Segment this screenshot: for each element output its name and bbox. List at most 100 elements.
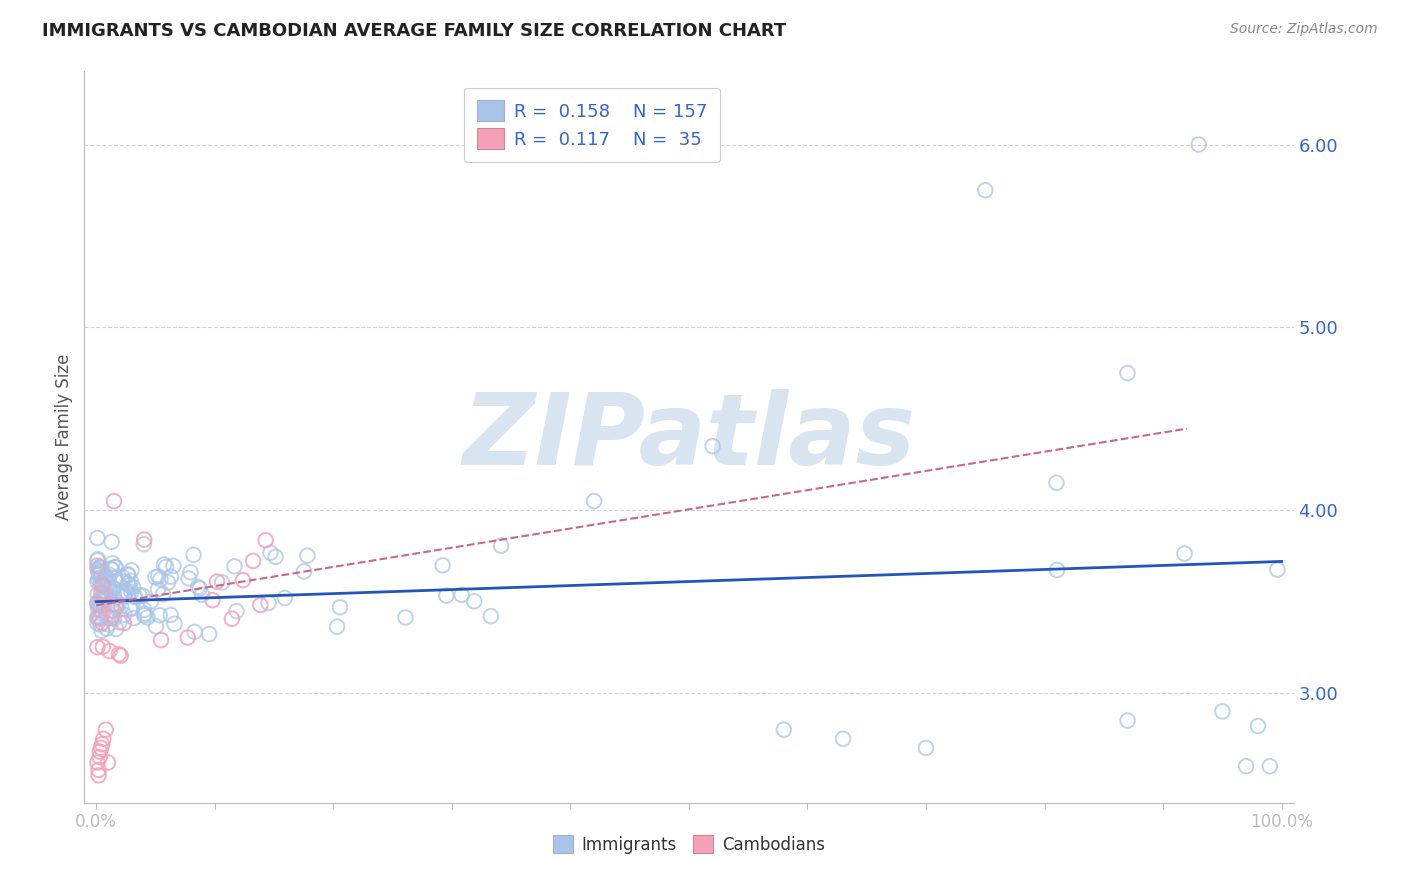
Point bbox=[132, 537, 155, 551]
Point bbox=[87, 572, 110, 586]
Point bbox=[1234, 759, 1257, 773]
Point bbox=[103, 591, 125, 606]
Point bbox=[974, 183, 997, 197]
Point bbox=[121, 601, 143, 615]
Point bbox=[915, 740, 938, 755]
Point bbox=[122, 611, 145, 625]
Point bbox=[87, 608, 110, 623]
Point bbox=[89, 593, 111, 607]
Point bbox=[1258, 759, 1281, 773]
Point bbox=[91, 591, 114, 606]
Point bbox=[329, 600, 352, 615]
Point bbox=[146, 582, 169, 597]
Point bbox=[86, 756, 108, 770]
Point bbox=[86, 610, 108, 624]
Point bbox=[90, 561, 112, 575]
Point bbox=[1211, 705, 1233, 719]
Point bbox=[221, 612, 243, 626]
Point bbox=[89, 750, 111, 764]
Point bbox=[89, 567, 111, 582]
Point bbox=[98, 567, 121, 582]
Point bbox=[101, 598, 124, 612]
Point bbox=[162, 558, 184, 573]
Point bbox=[96, 622, 118, 636]
Y-axis label: Average Family Size: Average Family Size bbox=[55, 354, 73, 520]
Point bbox=[112, 607, 135, 622]
Point bbox=[112, 588, 135, 602]
Point bbox=[160, 570, 183, 584]
Point bbox=[111, 586, 134, 600]
Point bbox=[159, 607, 181, 622]
Point bbox=[118, 602, 141, 616]
Point bbox=[117, 568, 139, 582]
Point bbox=[104, 601, 127, 615]
Point bbox=[86, 597, 108, 611]
Point bbox=[91, 590, 114, 604]
Point bbox=[86, 562, 108, 576]
Point bbox=[93, 579, 115, 593]
Point bbox=[583, 494, 606, 508]
Point bbox=[110, 648, 132, 663]
Point bbox=[90, 586, 112, 600]
Point bbox=[150, 633, 173, 648]
Point bbox=[145, 619, 167, 633]
Point bbox=[274, 591, 297, 605]
Point bbox=[394, 610, 416, 624]
Point bbox=[120, 585, 142, 599]
Point bbox=[1046, 563, 1069, 577]
Point bbox=[134, 608, 156, 623]
Point bbox=[96, 607, 118, 622]
Point bbox=[198, 627, 221, 641]
Point bbox=[90, 617, 112, 632]
Point bbox=[188, 582, 211, 596]
Point bbox=[93, 588, 115, 602]
Point bbox=[87, 567, 110, 582]
Point bbox=[93, 586, 115, 600]
Point bbox=[89, 611, 111, 625]
Point bbox=[264, 549, 287, 564]
Point bbox=[103, 494, 125, 508]
Point bbox=[89, 560, 111, 574]
Point bbox=[91, 737, 114, 751]
Point bbox=[93, 594, 115, 608]
Point bbox=[134, 607, 156, 621]
Point bbox=[90, 599, 112, 613]
Point bbox=[191, 588, 214, 602]
Point bbox=[139, 595, 162, 609]
Point bbox=[134, 603, 156, 617]
Point bbox=[89, 560, 111, 574]
Point bbox=[94, 569, 117, 583]
Point bbox=[100, 561, 122, 575]
Point bbox=[93, 599, 115, 613]
Point bbox=[89, 565, 111, 579]
Legend: Immigrants, Cambodians: Immigrants, Cambodians bbox=[547, 829, 831, 860]
Point bbox=[148, 569, 170, 583]
Point bbox=[101, 610, 124, 624]
Point bbox=[1173, 547, 1195, 561]
Point bbox=[101, 593, 124, 607]
Point bbox=[112, 616, 135, 631]
Point bbox=[115, 584, 138, 599]
Point bbox=[1116, 366, 1139, 380]
Point bbox=[122, 580, 145, 594]
Point bbox=[90, 624, 112, 638]
Point bbox=[94, 578, 117, 592]
Point bbox=[1188, 137, 1211, 152]
Point bbox=[117, 576, 139, 591]
Point bbox=[87, 763, 110, 777]
Point bbox=[110, 586, 132, 600]
Point bbox=[259, 546, 281, 560]
Point bbox=[153, 558, 176, 572]
Point bbox=[86, 558, 108, 573]
Point bbox=[108, 615, 131, 629]
Point bbox=[326, 620, 349, 634]
Point bbox=[93, 589, 115, 603]
Point bbox=[90, 599, 112, 613]
Point bbox=[117, 567, 139, 582]
Point bbox=[100, 534, 122, 549]
Point bbox=[86, 553, 108, 567]
Point bbox=[128, 588, 150, 602]
Point bbox=[124, 590, 146, 604]
Point bbox=[179, 565, 201, 579]
Point bbox=[225, 604, 247, 618]
